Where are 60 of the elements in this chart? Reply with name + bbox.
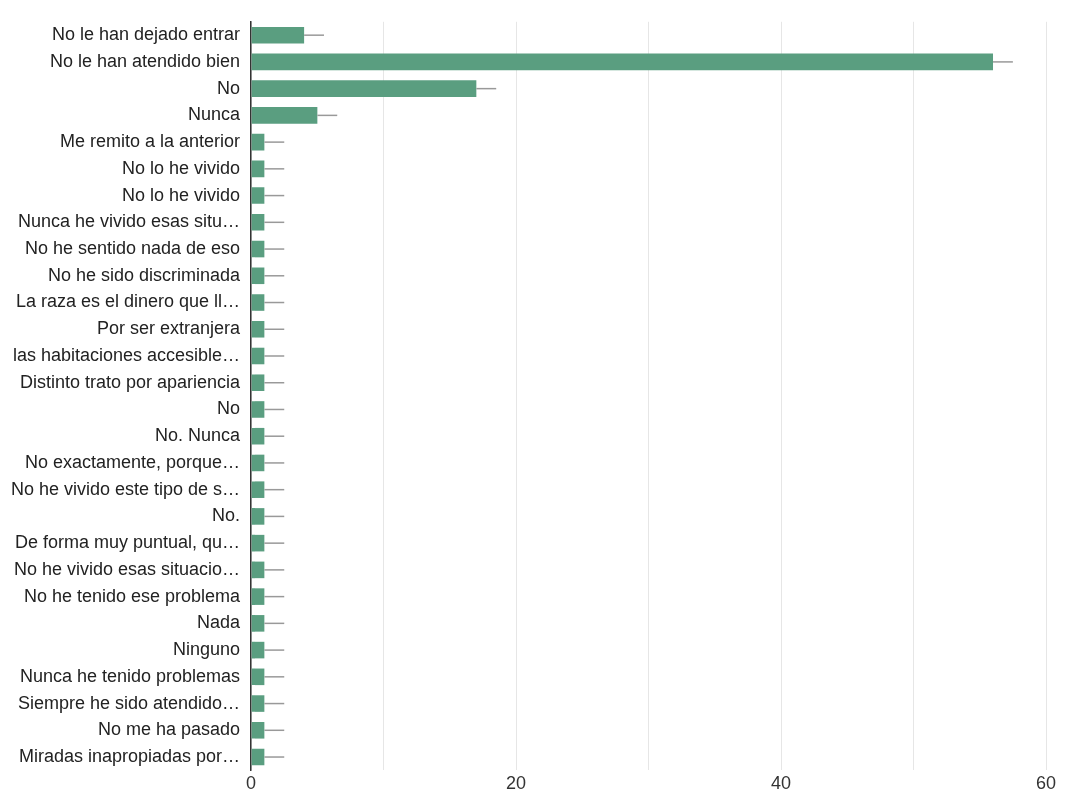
y-tick-label: las habitaciones accesible… (12, 344, 241, 365)
bar (251, 160, 265, 178)
y-tick-label: No. Nunca (155, 425, 242, 446)
y-tick-label: Miradas inapropiadas por… (19, 746, 241, 766)
y-tick-label: Por ser extranjera (97, 318, 242, 339)
x-tick-label: 60 (1035, 773, 1057, 794)
bar (251, 401, 265, 418)
y-tick-label: La raza es el dinero que ll… (15, 291, 241, 312)
y-tick-label: No (217, 398, 241, 419)
y-tick-label: No le han atendido bien (49, 50, 241, 71)
y-tick-label: Distinto trato por apariencia (20, 371, 242, 392)
x-tick-label: 40 (771, 773, 792, 794)
y-tick-label: Nada (197, 612, 242, 633)
y-tick-label: Nunca he vivido esas situ… (18, 211, 241, 232)
bar (251, 508, 265, 525)
bar (251, 240, 265, 258)
bar (251, 294, 265, 311)
bar (251, 374, 265, 392)
y-tick-label: Nunca (188, 104, 242, 125)
y-tick-label: De forma muy puntual, qu… (15, 532, 241, 553)
bar (251, 26, 305, 44)
y-tick-label: No le han dejado entrar (51, 24, 241, 45)
bar (251, 722, 265, 739)
bar (251, 187, 265, 204)
bar (251, 267, 265, 285)
y-tick-label: No he vivido esas situacio… (14, 558, 241, 579)
y-tick-label: No he tenido ese problema (23, 585, 242, 606)
y-tick-label: No (217, 77, 241, 98)
y-tick-label: Nunca he tenido problemas (19, 665, 241, 686)
x-tick-label: 0 (246, 773, 257, 794)
bar (251, 80, 477, 97)
y-tick-label: No exactamente, porque… (25, 451, 241, 472)
bar (251, 641, 265, 659)
bar (251, 695, 265, 712)
bar (251, 481, 265, 498)
bar (251, 53, 994, 71)
y-tick-label: No he sido discriminada (48, 264, 242, 285)
y-tick-label: No lo he vivido (122, 157, 241, 178)
bar (251, 107, 318, 124)
y-tick-label: No me ha pasado (98, 719, 241, 740)
bar (251, 133, 265, 151)
bar (251, 534, 265, 552)
bar (251, 347, 265, 365)
bar (251, 615, 265, 632)
bar (251, 427, 265, 445)
bar (251, 668, 265, 686)
bar (251, 320, 265, 338)
x-tick-label: 20 (506, 773, 527, 794)
y-tick-label: No lo he vivido (122, 184, 241, 205)
bar (251, 748, 265, 766)
bar (251, 454, 265, 472)
y-tick-label: No he vivido este tipo de s… (11, 478, 241, 499)
y-tick-label: Siempre he sido atendido… (17, 692, 241, 713)
bar (251, 214, 265, 231)
bar (251, 588, 265, 605)
y-tick-label: No he sentido nada de eso (24, 238, 241, 259)
y-tick-label: No. (212, 505, 241, 526)
y-tick-label: Ninguno (173, 639, 241, 660)
y-tick-label: Me remito a la anterior (60, 131, 241, 152)
bar (251, 561, 265, 579)
